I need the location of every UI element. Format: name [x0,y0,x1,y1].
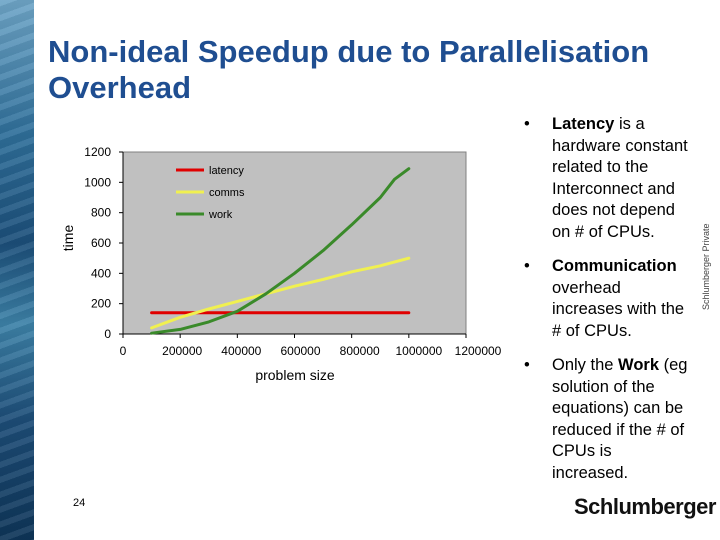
x-tick-label: 0 [120,344,127,358]
bullet-communication-bold: Communication [552,257,677,275]
legend-label-latency: latency [209,165,244,177]
y-tick-label: 400 [91,266,111,280]
page-number: 24 [73,497,86,509]
x-tick-label: 200000 [162,344,202,358]
y-tick-label: 800 [91,206,111,220]
series-line-work [150,167,411,335]
y-tick-label: 600 [91,236,111,250]
side-label: Schlumberger Private [697,200,717,310]
bullet-work-text: (eg solution of the equations) can be re… [552,356,688,482]
legend-label-comms: comms [209,187,245,199]
x-axis-label: problem size [255,367,335,383]
x-tick-label: 1000000 [395,344,442,358]
bullet-communication-text: overhead increases with the # of CPUs. [552,278,685,340]
bullet-latency: Latency is a hardware constant related t… [520,114,690,243]
x-tick-label: 400000 [221,344,261,358]
legend-label-work: work [208,209,233,221]
side-label-text: Schlumberger Private [701,223,711,310]
bullet-latency-bold: Latency [552,115,615,133]
series-line-comms [150,256,411,330]
bullet-latency-text: is a hardware constant related to the In… [552,115,688,241]
bullet-list: Latency is a hardware constant related t… [520,114,690,497]
bullet-work-bold: Work [618,356,659,374]
x-tick-label: 1200000 [455,344,502,358]
plot-area [122,151,467,335]
slide-title: Non-ideal Speedup due to Parallelisation… [48,34,650,105]
y-tick-label: 1200 [84,145,111,159]
x-tick-label: 800000 [340,344,380,358]
y-tick-label: 0 [104,327,111,341]
y-tick-label: 1000 [84,175,111,189]
bullet-work: Only the Work (eg solution of the equati… [520,355,690,484]
company-logo: Schlumberger [574,494,716,519]
bullet-communication: Communication overhead increases with th… [520,256,690,342]
background-strip [0,0,34,540]
y-tick-label: 200 [91,297,111,311]
x-tick-label: 600000 [280,344,320,358]
bullet-work-pre: Only the [552,356,619,374]
y-axis-label: time [60,225,76,252]
